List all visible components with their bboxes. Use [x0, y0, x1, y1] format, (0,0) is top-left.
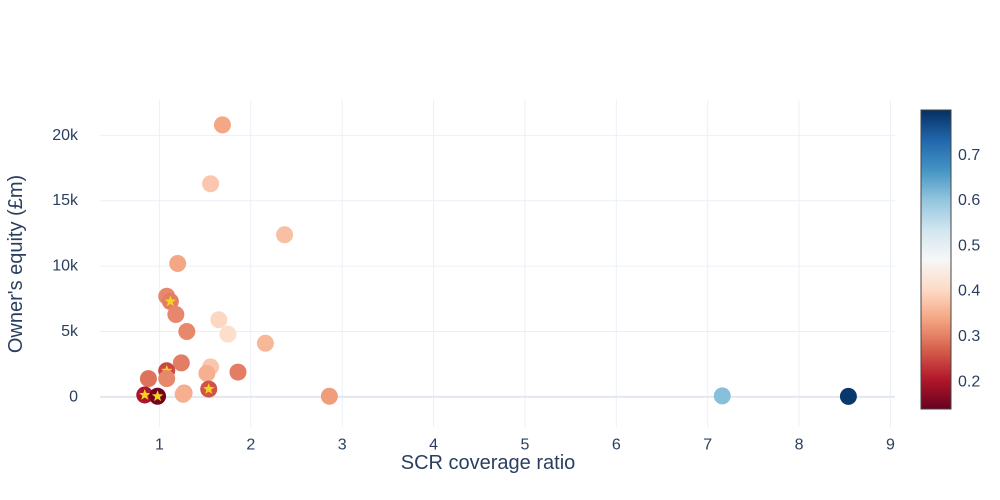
data-point[interactable]: [713, 387, 731, 405]
data-points[interactable]: [136, 116, 857, 405]
colorbar-tick-label: 0.7: [958, 147, 980, 164]
x-tick-label: 1: [155, 436, 164, 453]
y-tick-label: 5k: [61, 323, 79, 340]
data-point[interactable]: [213, 116, 231, 134]
data-point[interactable]: [202, 175, 220, 193]
data-point[interactable]: [169, 255, 187, 272]
data-point[interactable]: [229, 363, 247, 381]
colorbar-tick-label: 0.6: [958, 192, 980, 209]
colorbar-tick-label: 0.4: [958, 283, 980, 300]
x-tick-label: 9: [886, 436, 895, 453]
colorbar-tick-label: 0.2: [958, 373, 980, 390]
star-marker-icon: [203, 383, 215, 394]
data-point[interactable]: [174, 385, 192, 403]
y-tick-label: 0: [69, 388, 78, 405]
x-tick-label: 5: [520, 436, 529, 453]
data-point[interactable]: [172, 354, 190, 372]
data-point[interactable]: [158, 370, 176, 388]
x-tick-label: 8: [795, 436, 804, 453]
x-tick-label: 7: [703, 436, 712, 453]
x-tick-label: 2: [246, 436, 255, 453]
colorbar-tick-label: 0.5: [958, 237, 980, 254]
y-tick-label: 10k: [52, 258, 79, 275]
data-point[interactable]: [210, 311, 228, 329]
colorbar-tick-label: 0.3: [958, 328, 980, 345]
y-axis-label: Owner's equity (£m): [5, 175, 27, 353]
star-marker-icon: [151, 390, 164, 402]
y-tick-label: 15k: [52, 192, 79, 209]
x-tick-label: 3: [338, 436, 347, 453]
gridlines: [100, 100, 895, 427]
data-point[interactable]: [198, 364, 216, 382]
data-point[interactable]: [178, 323, 196, 341]
y-tick-label: 20k: [52, 127, 79, 144]
data-point[interactable]: [139, 370, 157, 388]
data-point[interactable]: [256, 334, 274, 352]
data-point[interactable]: [839, 387, 857, 405]
colorbar: 0.2 0.3 0.4 0.5 0.6 0.7: [920, 109, 980, 410]
data-point[interactable]: [276, 226, 294, 244]
data-point[interactable]: [219, 325, 237, 343]
data-point[interactable]: [320, 387, 338, 405]
star-marker-icon: [139, 388, 151, 400]
colorbar-gradient: [920, 109, 952, 410]
data-point[interactable]: [167, 306, 185, 324]
star-marker-icon: [164, 295, 177, 307]
axis-ticks: 1 2 3 4 5 6 7 8 9 0 5k 10k 15k 20k: [52, 127, 895, 454]
x-tick-label: 6: [612, 436, 621, 453]
x-tick-label: 4: [429, 436, 438, 453]
x-axis-label: SCR coverage ratio: [401, 452, 576, 474]
